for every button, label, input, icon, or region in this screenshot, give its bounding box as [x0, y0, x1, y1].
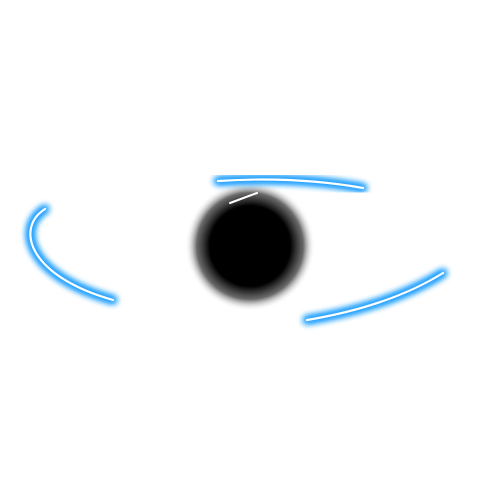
left-arc-stroke [26, 205, 117, 304]
pupil [185, 181, 315, 311]
pupil-highlight [229, 192, 258, 204]
top-lid-stroke [214, 176, 367, 192]
bottom-lid-stroke [303, 269, 447, 324]
